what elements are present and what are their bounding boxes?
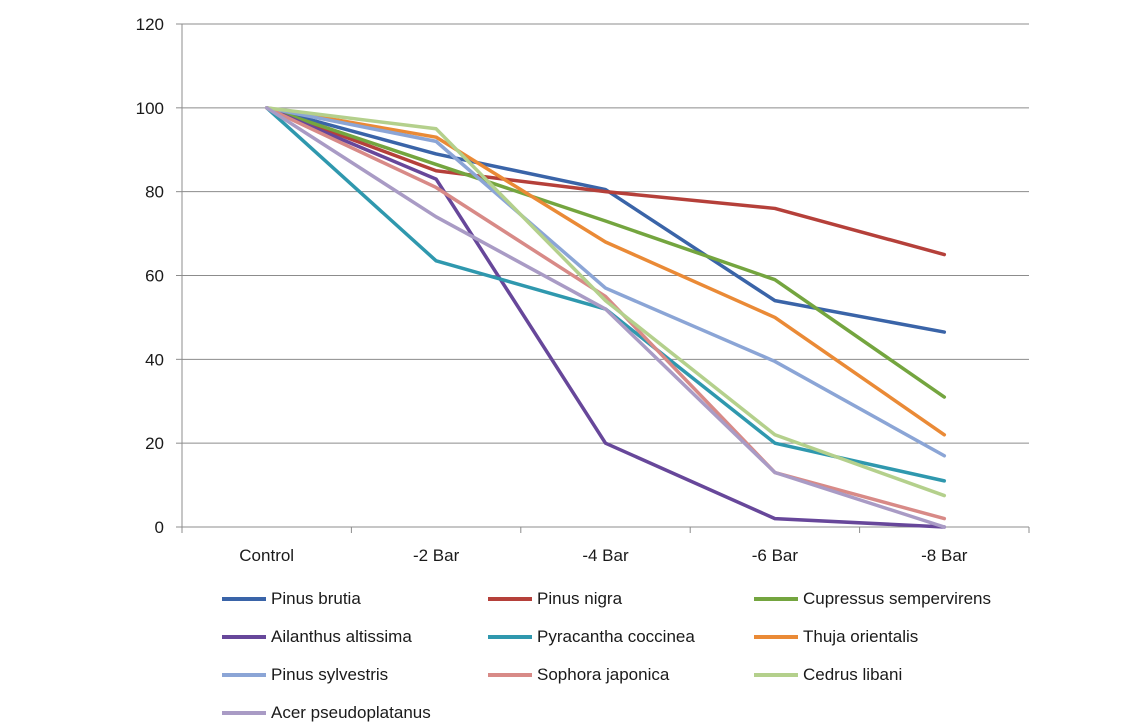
y-tick-label: 0 xyxy=(155,518,164,537)
series-line-pinus-nigra xyxy=(264,106,947,257)
legend-label: Pyracantha coccinea xyxy=(537,627,695,646)
series-line-acer-pseudoplatanus xyxy=(264,106,947,529)
series-line-pyracantha-coccinea xyxy=(264,106,947,483)
series-line-pinus-brutia xyxy=(264,106,947,334)
legend-item-pinus-brutia: Pinus brutia xyxy=(222,588,488,610)
legend: Pinus brutia Pinus nigra Cupressus semperv… xyxy=(222,588,1102,724)
legend-label: Pinus nigra xyxy=(537,589,623,608)
x-axis-ticks: Control -2 Bar -4 Bar -6 Bar -8 Bar xyxy=(239,546,967,565)
y-tick-label: 40 xyxy=(145,350,164,369)
legend-item-ailanthus-altissima: Ailanthus altissima xyxy=(222,626,488,648)
legend-item-pinus-sylvestris: Pinus sylvestris xyxy=(222,664,488,686)
legend-label: Cedrus libani xyxy=(803,665,903,684)
x-tick-label: -8 Bar xyxy=(921,546,968,565)
series-line-cedrus-libani xyxy=(264,106,947,498)
y-tick-label: 60 xyxy=(145,267,164,286)
y-tick-label: 120 xyxy=(136,15,164,34)
legend-label: Sophora japonica xyxy=(537,665,670,684)
gridlines xyxy=(182,23,1029,444)
legend-item-cedrus-libani: Cedrus libani xyxy=(754,664,1054,686)
legend-item-pyracantha-coccinea: Pyracantha coccinea xyxy=(488,626,754,648)
legend-swatch xyxy=(754,635,798,639)
legend-item-pinus-nigra: Pinus nigra xyxy=(488,588,754,610)
legend-item-acer-pseudoplatanus: Acer pseudoplatanus xyxy=(222,702,488,724)
y-axis-ticks: 0 20 40 60 80 100 120 xyxy=(136,15,164,537)
legend-swatch xyxy=(754,597,798,601)
y-tick-label: 80 xyxy=(145,183,164,202)
legend-swatch xyxy=(222,597,266,601)
legend-label: Thuja orientalis xyxy=(803,627,919,646)
legend-item-cupressus-sempervirens: Cupressus sempervirens xyxy=(754,588,1054,610)
legend-swatch xyxy=(488,635,532,639)
legend-label: Pinus brutia xyxy=(271,589,361,608)
legend-swatch xyxy=(488,673,532,677)
x-tick-label: -2 Bar xyxy=(413,546,460,565)
x-tick-label: -6 Bar xyxy=(752,546,799,565)
series-line-thuja-orientalis xyxy=(264,106,947,437)
legend-swatch xyxy=(488,597,532,601)
legend-item-sophora-japonica: Sophora japonica xyxy=(488,664,754,686)
legend-label: Acer pseudoplatanus xyxy=(271,703,431,722)
series-lines xyxy=(264,106,947,529)
legend-swatch xyxy=(754,673,798,677)
y-tick-label: 100 xyxy=(136,99,164,118)
legend-label: Pinus sylvestris xyxy=(271,665,389,684)
series-line-sophora-japonica xyxy=(264,106,947,521)
series-line-cupressus-sempervirens xyxy=(264,106,947,399)
legend-item-thuja-orientalis: Thuja orientalis xyxy=(754,626,1054,648)
x-tick-label: Control xyxy=(239,546,294,565)
axes xyxy=(176,23,1030,533)
series-line-ailanthus-altissima xyxy=(264,106,947,529)
legend-swatch xyxy=(222,673,266,677)
legend-label: Ailanthus altissima xyxy=(271,627,412,646)
series-line-pinus-sylvestris xyxy=(264,106,947,458)
legend-swatch xyxy=(222,711,266,715)
x-tick-label: -4 Bar xyxy=(582,546,629,565)
line-chart: 0 20 40 60 80 100 120 Control -2 Bar -4 Bar -6 Ba… xyxy=(136,15,1030,565)
y-tick-label: 20 xyxy=(145,434,164,453)
legend-swatch xyxy=(222,635,266,639)
legend-label: Cupressus sempervirens xyxy=(803,589,992,608)
